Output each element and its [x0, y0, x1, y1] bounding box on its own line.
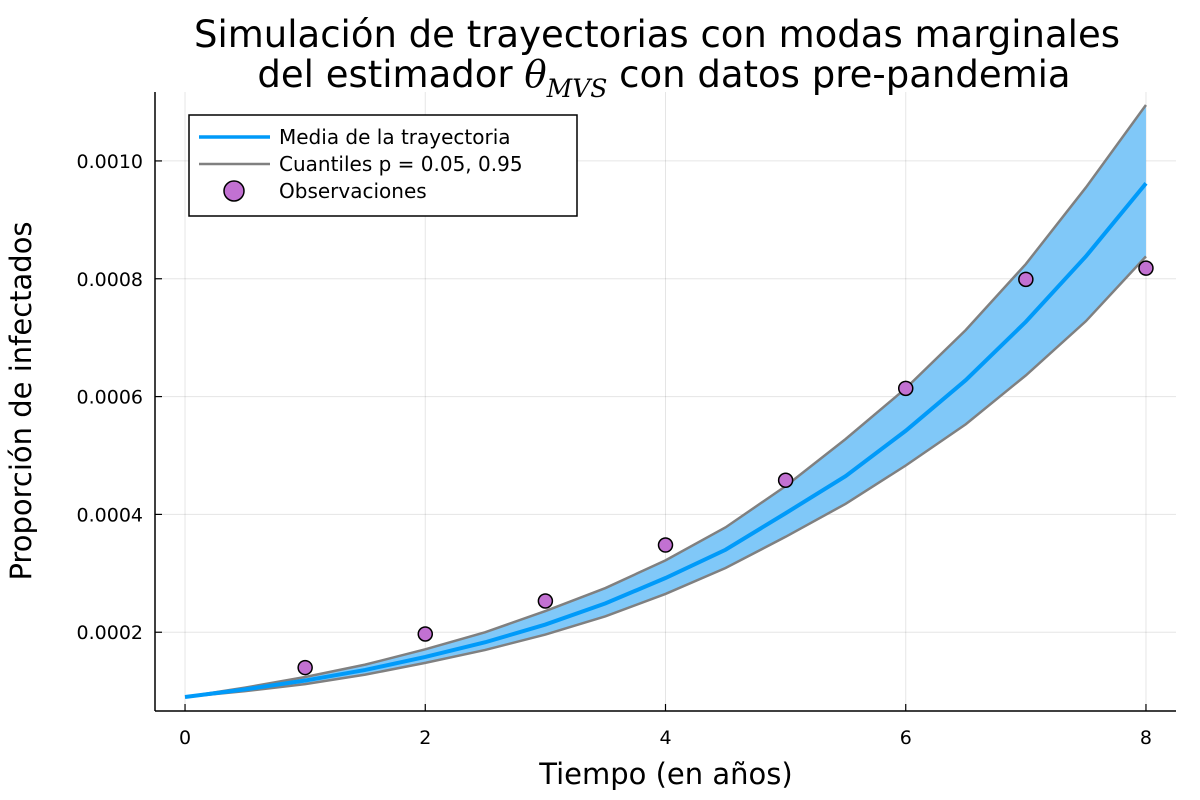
chart-title-line2-post: con datos pre-pandemia — [607, 53, 1070, 96]
observation-point — [1018, 271, 1034, 288]
observation-point — [1138, 260, 1154, 276]
chart-title-line1: Simulación de trayectorias con modas mar… — [194, 13, 1120, 56]
tick-labels: 0 2 4 6 8 0.0002 0.0004 0.0006 0.0008 0.0010 — [77, 151, 1153, 749]
observation-point — [297, 659, 313, 676]
observation-point — [777, 472, 794, 488]
legend-quantile-label: Cuantiles p = 0.05, 0.95 — [279, 152, 523, 176]
x-axis-label: Tiempo (en años) — [538, 757, 792, 791]
y-tick-label: 0.0006 — [77, 387, 143, 409]
quantile-95-line — [184, 104, 1147, 699]
legend-observation-marker — [223, 180, 245, 202]
chart-title-theta: θ — [524, 53, 546, 96]
quantile-05-line — [184, 255, 1147, 699]
observation-point — [537, 593, 554, 609]
observation-point — [897, 380, 914, 397]
y-tick-label: 0.0002 — [77, 622, 143, 644]
y-axis-label: Proporción de infectados — [4, 221, 38, 580]
legend-mean-label: Media de la trayectoria — [279, 125, 511, 149]
x-tick-label: 8 — [1140, 727, 1152, 749]
chart-title-subscript: MVS — [546, 74, 608, 103]
y-tick-label: 0.0010 — [77, 151, 143, 173]
legend-box — [188, 114, 578, 217]
y-tick-label: 0.0008 — [77, 269, 143, 291]
series-lines — [184, 104, 1148, 700]
x-tick-label: 2 — [419, 727, 431, 749]
legend-observation-label: Observaciones — [279, 179, 427, 203]
y-tick-label: 0.0004 — [77, 504, 143, 526]
observation-point — [417, 626, 434, 642]
observation-point — [657, 537, 674, 553]
x-tick-label: 6 — [900, 727, 912, 749]
chart-title-line2: del estimador θMVS con datos pre-pandemi… — [257, 53, 1070, 103]
observation-points — [297, 260, 1154, 676]
legend: Media de la trayectoria Cuantiles p = 0.… — [188, 114, 578, 217]
x-tick-label: 0 — [179, 727, 191, 749]
x-tick-label: 4 — [659, 727, 671, 749]
mean-line — [184, 182, 1148, 700]
chart-title-line2-pre: del estimador — [257, 53, 524, 96]
axes — [154, 92, 1176, 712]
